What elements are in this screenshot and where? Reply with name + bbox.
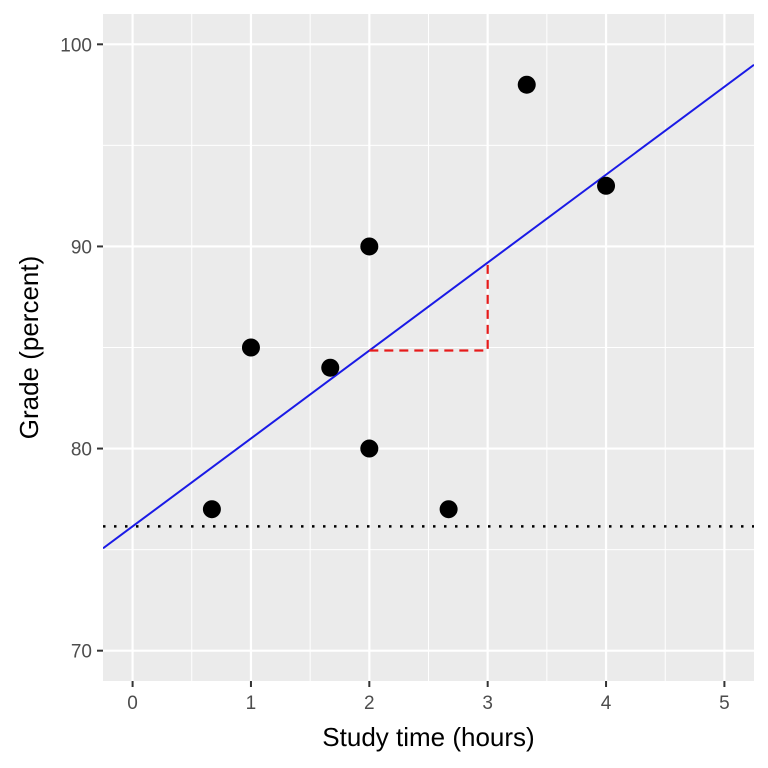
data-point [439,500,458,519]
x-tick-label: 0 [127,693,138,714]
grid-minor [103,14,754,681]
x-tick-label: 1 [246,693,257,714]
data-point [360,439,379,458]
x-axis-title: Study time (hours) [322,722,534,752]
data-point [360,237,379,256]
x-tick-label: 4 [601,693,612,714]
x-tick-labels: 0 1 2 3 4 5 [127,693,729,714]
y-tick-label: 90 [71,237,92,258]
data-point [202,500,221,519]
data-point [597,176,616,195]
y-tick-label: 100 [60,35,92,56]
data-point [321,358,340,377]
plot-layers [103,63,754,550]
x-tick-label: 5 [719,693,730,714]
regression-line [103,63,754,550]
x-tick-label: 2 [364,693,375,714]
x-tick-label: 3 [482,693,493,714]
y-tick-labels: 70 80 90 100 [60,35,92,662]
axis-ticks [97,43,726,687]
data-point [241,338,260,357]
y-tick-label: 70 [71,642,92,663]
y-axis-title: Grade (percent) [14,256,44,440]
data-point [517,75,536,94]
data-points [202,75,616,519]
y-tick-label: 80 [71,440,92,461]
